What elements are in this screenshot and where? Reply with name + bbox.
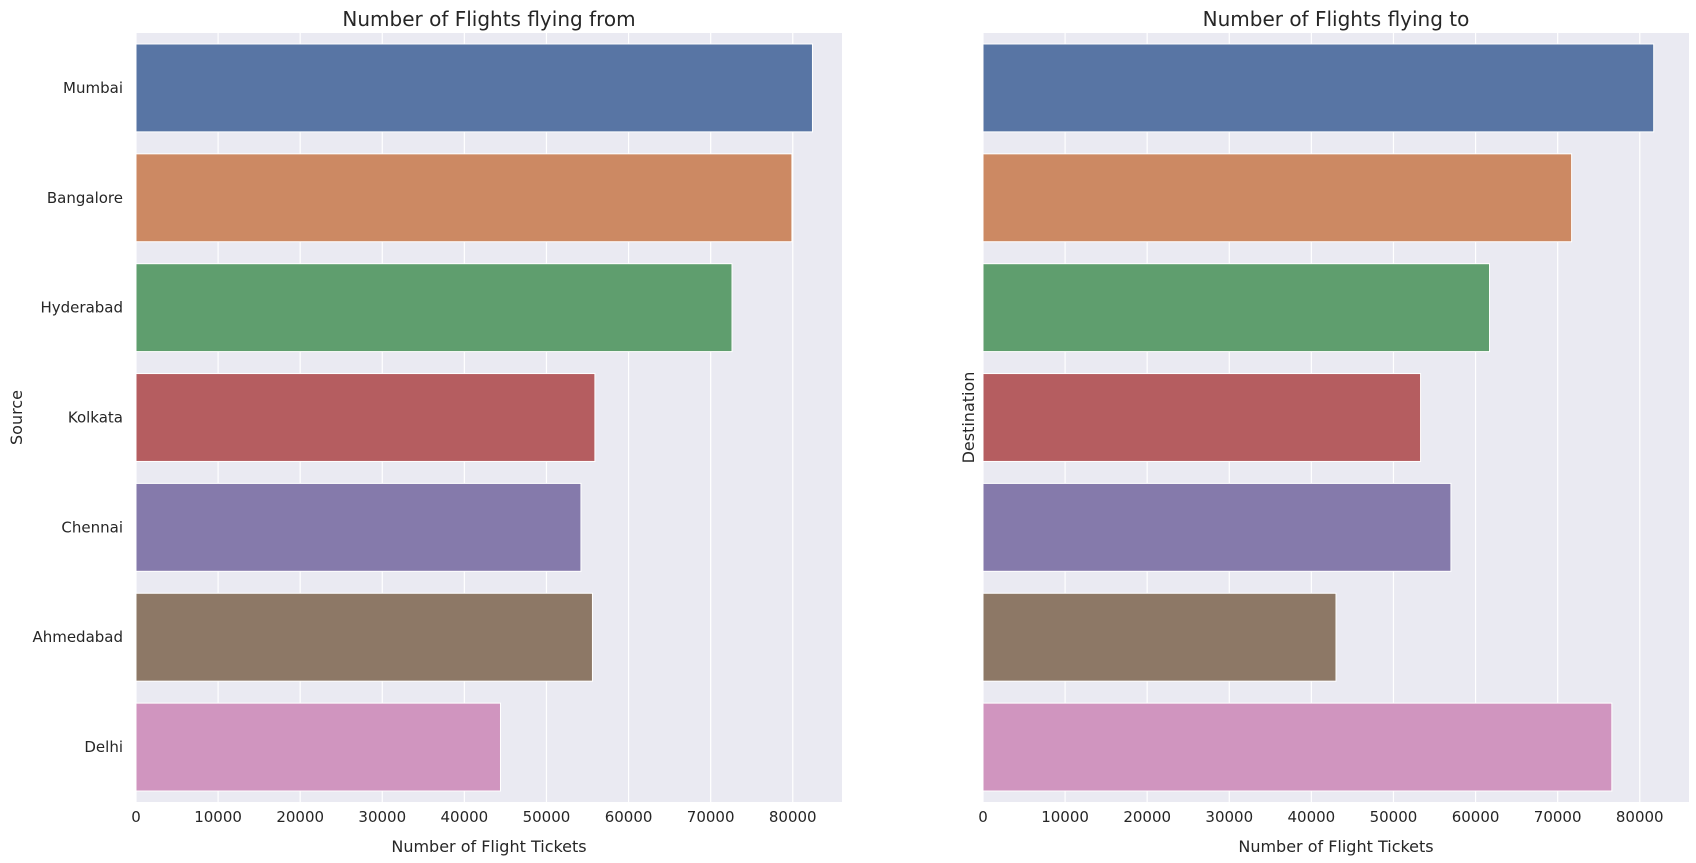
left-y-tick-label: Delhi xyxy=(84,738,123,756)
right-bar-chennai xyxy=(982,482,1452,572)
right-bar-hyderabad xyxy=(982,263,1491,353)
right-x-tick-label: 20000 xyxy=(1123,808,1171,826)
left-y-tick-label: Ahmedabad xyxy=(32,628,123,646)
right-bar-ahmedabad xyxy=(982,592,1337,682)
left-y-tick-label: Hyderabad xyxy=(41,299,124,317)
left-bar-mumbai xyxy=(135,43,813,133)
left-y-tick-labels: Mumbai Bangalore Hyderabad Kolkata Chennai Ah… xyxy=(32,79,123,756)
right-bar-delhi xyxy=(982,702,1613,792)
left-x-tick-label: 20000 xyxy=(276,808,324,826)
right-bar-kolkata xyxy=(982,373,1422,462)
left-x-tick-label: 40000 xyxy=(441,808,489,826)
left-x-tick-label: 0 xyxy=(131,808,141,826)
right-x-tick-label: 50000 xyxy=(1370,808,1418,826)
left-y-tick-label: Chennai xyxy=(61,518,123,536)
left-chart-panel: Mumbai Bangalore Hyderabad Kolkata Chennai Ah… xyxy=(7,7,842,856)
left-bar-delhi xyxy=(135,702,501,792)
left-bar-kolkata xyxy=(135,373,596,462)
left-x-tick-label: 70000 xyxy=(687,808,735,826)
right-x-tick-label: 30000 xyxy=(1205,808,1253,826)
right-chart-title: Number of Flights flying to xyxy=(1203,7,1470,31)
left-x-tick-label: 60000 xyxy=(605,808,653,826)
left-y-tick-label: Bangalore xyxy=(47,189,123,207)
left-bar-ahmedabad xyxy=(135,592,593,682)
left-x-tick-label: 80000 xyxy=(769,808,817,826)
right-bars xyxy=(982,43,1655,792)
left-x-tick-label: 10000 xyxy=(194,808,242,826)
left-x-axis-label: Number of Flight Tickets xyxy=(391,837,586,856)
right-x-tick-label: 60000 xyxy=(1452,808,1500,826)
left-y-axis-label: Source xyxy=(7,390,26,445)
right-bar-mumbai xyxy=(982,43,1655,133)
left-bar-chennai xyxy=(135,482,582,572)
left-x-tick-labels: 0 10000 20000 30000 40000 50000 60000 70000 8000… xyxy=(131,808,816,826)
left-y-tick-label: Mumbai xyxy=(63,79,123,97)
right-bar-bangalore xyxy=(982,153,1573,243)
right-chart-panel: 0 10000 20000 30000 40000 50000 60000 70000 8000… xyxy=(959,7,1689,856)
right-x-tick-label: 80000 xyxy=(1616,808,1664,826)
right-x-tick-label: 10000 xyxy=(1041,808,1089,826)
right-x-tick-label: 40000 xyxy=(1288,808,1336,826)
left-bars xyxy=(135,43,813,792)
left-chart-title: Number of Flights flying from xyxy=(342,7,635,31)
right-x-tick-label: 0 xyxy=(978,808,988,826)
left-y-tick-label: Kolkata xyxy=(68,409,123,427)
right-y-axis-label: Destination xyxy=(959,372,978,464)
left-x-tick-label: 30000 xyxy=(358,808,406,826)
left-bar-hyderabad xyxy=(135,263,733,353)
left-x-tick-label: 50000 xyxy=(523,808,571,826)
right-x-axis-label: Number of Flight Tickets xyxy=(1238,837,1433,856)
right-x-tick-labels: 0 10000 20000 30000 40000 50000 60000 70000 8000… xyxy=(978,808,1663,826)
right-x-tick-label: 70000 xyxy=(1534,808,1582,826)
left-bar-bangalore xyxy=(135,153,793,243)
